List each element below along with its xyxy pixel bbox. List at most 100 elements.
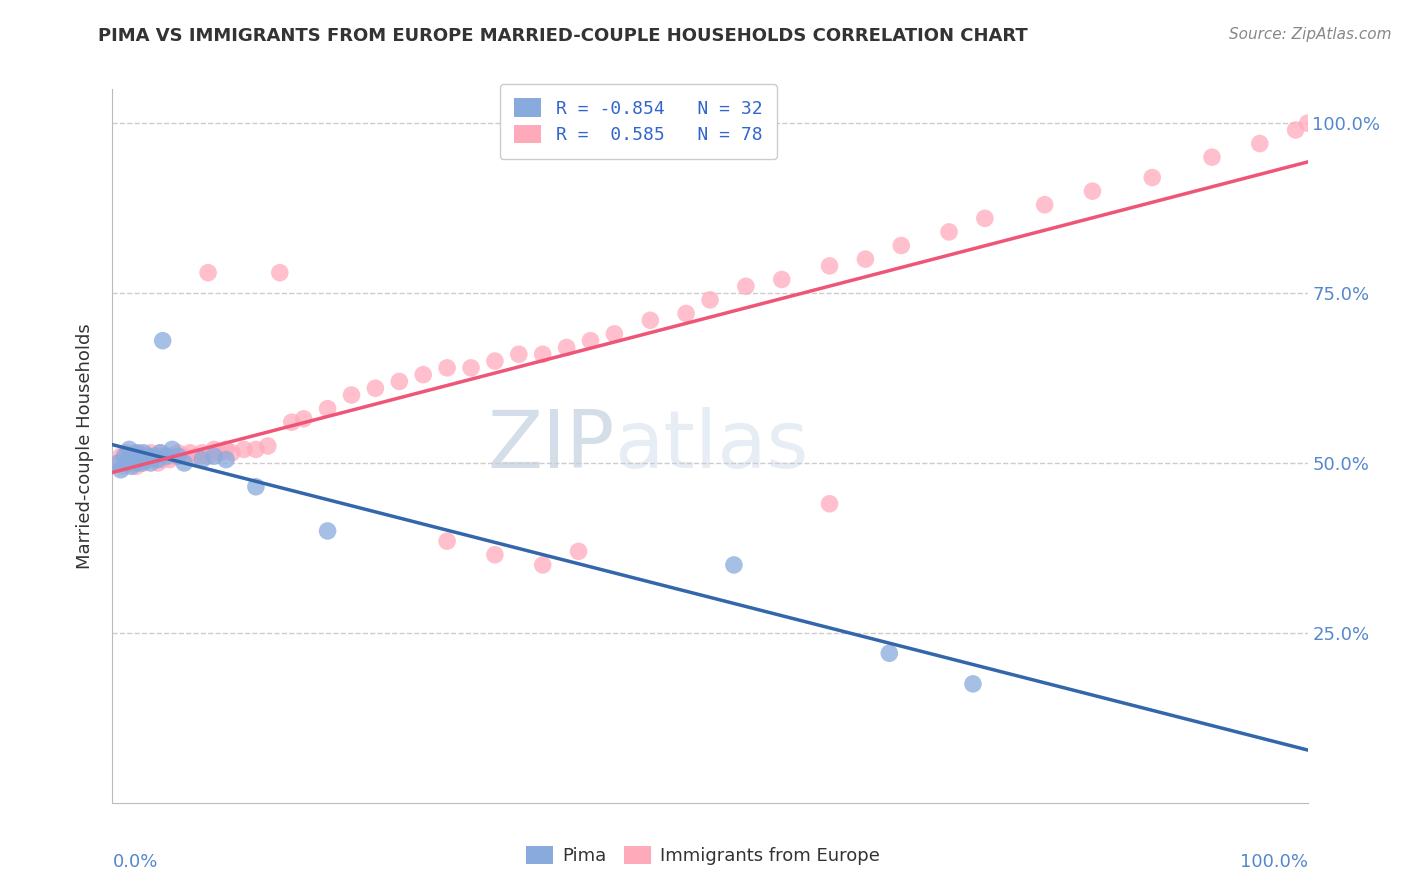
Point [112,459,135,474]
Point [568,544,591,558]
Point [139,456,162,470]
Point [269,266,291,280]
Point [173,449,195,463]
Point [197,449,219,463]
Y-axis label: Married-couple Households: Married-couple Households [76,323,94,569]
Point [167,446,190,460]
Point [125,459,148,474]
Point [202,442,225,457]
Point [412,368,434,382]
Point [115,446,138,460]
Point [818,497,841,511]
Point [233,442,256,457]
Point [156,449,179,463]
Point [152,334,174,348]
Point [132,456,155,470]
Point [723,558,745,572]
Point [118,442,141,457]
Point [579,334,602,348]
Point [120,449,142,463]
Point [191,452,214,467]
Point [364,381,387,395]
Legend: Pima, Immigrants from Europe: Pima, Immigrants from Europe [517,837,889,874]
Point [257,439,280,453]
Point [1033,198,1056,212]
Text: Source: ZipAtlas.com: Source: ZipAtlas.com [1229,27,1392,42]
Point [1285,123,1308,137]
Point [818,259,841,273]
Point [107,456,129,470]
Point [855,252,877,266]
Point [962,677,984,691]
Point [173,456,195,470]
Point [484,354,506,368]
Point [149,446,172,460]
Point [107,456,129,470]
Point [135,449,157,463]
Point [121,459,143,474]
Point [122,449,145,463]
Point [640,313,662,327]
Point [603,326,626,341]
Point [132,446,155,460]
Point [316,401,339,416]
Point [179,446,201,460]
Point [1249,136,1271,151]
Point [138,452,160,467]
Point [221,446,243,460]
Point [121,456,143,470]
Point [316,524,339,538]
Point [125,449,148,463]
Point [186,449,208,463]
Point [142,452,165,467]
Point [135,452,157,467]
Point [146,452,169,467]
Point [531,558,554,572]
Text: atlas: atlas [614,407,808,485]
Point [974,211,997,226]
Point [120,452,142,467]
Point [110,449,132,463]
Point [555,341,578,355]
Point [460,360,482,375]
Point [1142,170,1164,185]
Point [162,442,183,457]
Point [340,388,363,402]
Point [159,452,181,467]
Point [436,534,458,549]
Point [1081,184,1104,198]
Point [129,456,152,470]
Point [129,452,152,467]
Point [890,238,912,252]
Point [202,449,225,463]
Point [484,548,506,562]
Point [114,449,135,463]
Point [215,442,238,457]
Point [879,646,901,660]
Point [245,442,267,457]
Point [735,279,758,293]
Point [197,266,219,280]
Point [138,449,160,463]
Legend: R = -0.854   N = 32, R =  0.585   N = 78: R = -0.854 N = 32, R = 0.585 N = 78 [499,84,778,159]
Point [388,375,411,389]
Point [128,446,150,460]
Point [125,446,148,460]
Point [149,446,172,460]
Point [146,456,169,470]
Point [122,452,145,467]
Point [155,449,177,463]
Point [292,412,315,426]
Point [125,456,148,470]
Point [938,225,960,239]
Point [162,449,183,463]
Point [153,449,176,463]
Point [281,415,304,429]
Point [770,272,793,286]
Point [167,449,190,463]
Point [114,452,135,467]
Point [145,449,167,463]
Text: ZIP: ZIP [486,407,614,485]
Point [152,452,174,467]
Point [699,293,721,307]
